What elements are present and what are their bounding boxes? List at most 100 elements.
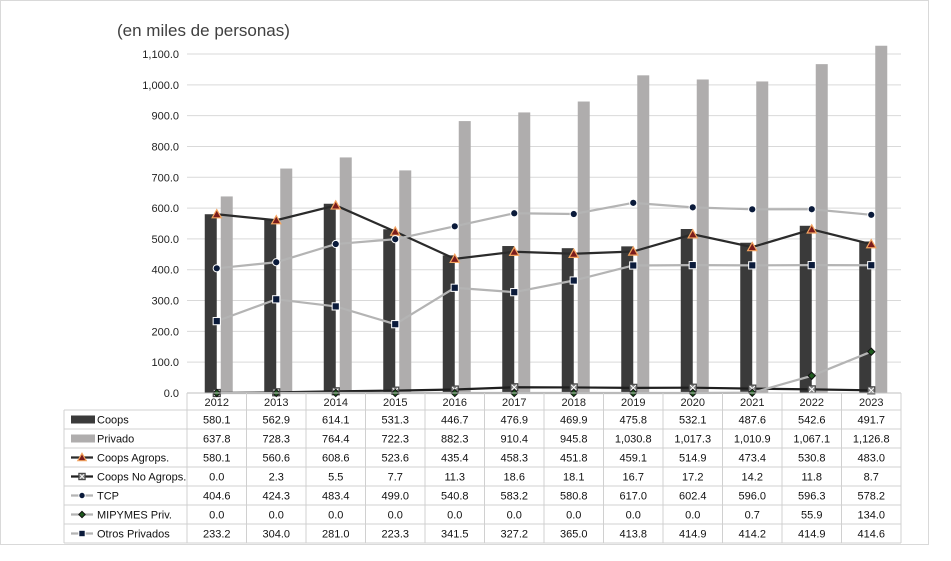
legend-label-otros-privados: Otros Privados <box>97 529 170 541</box>
bar-coops <box>561 248 574 393</box>
x-category-label: 2018 <box>562 397 586 409</box>
data-label-privado: 945.8 <box>560 434 588 446</box>
bar-privado <box>815 64 828 393</box>
y-tick-label: 300.0 <box>151 296 179 308</box>
data-label-coops: 542.6 <box>798 415 826 427</box>
y-tick-label: 200.0 <box>151 326 179 338</box>
data-label-tcp: 602.4 <box>679 491 707 503</box>
marker-tcp <box>450 222 459 231</box>
data-label-otros-privados: 414.2 <box>738 529 766 541</box>
marker-otros-privados <box>807 261 816 270</box>
data-label-mipymes-priv-: 0.0 <box>328 510 343 522</box>
marker-otros-privados <box>272 295 281 304</box>
bar-privado <box>577 101 590 393</box>
bar-coops <box>680 229 693 393</box>
data-label-coops-no-agrops-: 18.6 <box>504 472 525 484</box>
marker-tcp <box>748 205 757 214</box>
marker-mipymes-priv- <box>807 371 817 381</box>
data-label-tcp: 540.8 <box>441 491 469 503</box>
data-label-privado: 1,010.9 <box>734 434 771 446</box>
data-label-mipymes-priv-: 0.7 <box>745 510 760 522</box>
data-label-tcp: 424.3 <box>262 491 290 503</box>
data-label-coops-no-agrops-: 16.7 <box>623 472 644 484</box>
bar-privado <box>399 170 412 393</box>
data-label-coops-no-agrops-: 11.3 <box>444 472 465 484</box>
data-label-coops-agrops-: 483.0 <box>857 453 885 465</box>
data-label-coops-no-agrops-: 0.0 <box>209 472 224 484</box>
data-label-mipymes-priv-: 0.0 <box>209 510 224 522</box>
marker-tcp <box>569 209 578 219</box>
marker-coops-agrops- <box>627 245 639 256</box>
legend-label-coops: Coops <box>97 415 129 427</box>
data-label-privado: 1,030.8 <box>615 434 652 446</box>
marker-coops-no-agrops--cross <box>868 387 875 394</box>
bar-privado <box>280 168 293 393</box>
bar-coops <box>621 246 634 393</box>
data-label-tcp: 499.0 <box>381 491 409 503</box>
line-otros-privados <box>216 264 872 326</box>
data-label-coops-no-agrops-: 18.1 <box>563 472 584 484</box>
marker-coops-no-agrops--cross <box>689 384 696 391</box>
legend-key-marker-coops-no-agrops--cross <box>79 473 85 480</box>
chart-svg: (en miles de personas) 0.0 100.0 200.0 300.… <box>63 21 902 544</box>
data-label-privado: 910.4 <box>500 434 528 446</box>
data-label-tcp: 583.2 <box>500 491 528 503</box>
marker-tcp <box>510 209 519 218</box>
line-coops-agrops- <box>216 204 872 260</box>
data-label-otros-privados: 327.2 <box>500 529 528 541</box>
bar-privado <box>875 45 888 394</box>
data-label-otros-privados: 281.0 <box>322 529 350 541</box>
marker-tcp <box>629 198 638 207</box>
legend-key-marker-coops-agrops- <box>76 452 88 462</box>
chart-frame: (en miles de personas) 0.0 100.0 200.0 300.… <box>0 0 929 545</box>
marker-tcp <box>391 235 400 244</box>
x-category-label: 2023 <box>859 397 883 409</box>
marker-otros-privados <box>569 276 578 285</box>
data-label-otros-privados: 233.2 <box>203 529 231 541</box>
data-label-privado: 764.4 <box>322 434 350 446</box>
y-tick-label: 100.0 <box>151 357 179 369</box>
data-label-privado: 1,126.8 <box>853 434 890 446</box>
marker-otros-privados <box>629 261 638 270</box>
data-label-mipymes-priv-: 0.0 <box>626 510 641 522</box>
data-label-coops-agrops-: 530.8 <box>798 453 826 465</box>
data-label-mipymes-priv-: 0.0 <box>269 510 284 522</box>
bar-coops <box>383 229 396 393</box>
marker-tcp <box>867 210 876 219</box>
data-label-tcp: 617.0 <box>619 491 647 503</box>
data-label-coops: 476.9 <box>500 415 528 427</box>
data-label-coops-agrops-: 580.1 <box>203 453 231 465</box>
data-label-coops-no-agrops-: 8.7 <box>864 472 879 484</box>
legend-label-privado: Privado <box>97 434 134 446</box>
data-label-otros-privados: 365.0 <box>560 529 588 541</box>
data-label-coops: 487.6 <box>738 415 766 427</box>
marker-otros-privados <box>391 320 400 329</box>
marker-coops-agrops- <box>865 238 877 249</box>
marker-coops-no-agrops--cross <box>808 386 815 393</box>
data-label-coops: 446.7 <box>441 415 469 427</box>
bar-coops <box>442 255 455 393</box>
data-label-privado: 637.8 <box>203 434 231 446</box>
data-label-coops: 614.1 <box>322 415 350 427</box>
bar-privado <box>637 75 650 394</box>
data-label-coops-no-agrops-: 14.2 <box>742 472 763 484</box>
bar-coops <box>799 225 812 393</box>
marker-coops-no-agrops- <box>867 386 876 395</box>
legend-key-marker-tcp <box>78 491 86 500</box>
marker-tcp <box>807 205 816 214</box>
marker-coops-no-agrops--cross <box>630 384 637 391</box>
data-label-mipymes-priv-: 0.0 <box>447 510 462 522</box>
marker-otros-privados <box>450 283 459 292</box>
marker-coops-no-agrops- <box>807 385 816 394</box>
bar-privado <box>339 157 352 393</box>
marker-tcp <box>688 203 697 212</box>
x-category-label: 2012 <box>205 397 229 409</box>
data-label-otros-privados: 341.5 <box>441 529 469 541</box>
marker-coops-agrops- <box>330 199 342 210</box>
data-label-coops: 532.1 <box>679 415 707 427</box>
gridlines <box>187 53 901 394</box>
data-label-coops: 469.9 <box>560 415 588 427</box>
y-tick-label: 900.0 <box>151 111 179 123</box>
y-tick-label: 1,100.0 <box>142 49 179 61</box>
data-label-coops: 491.7 <box>857 415 885 427</box>
